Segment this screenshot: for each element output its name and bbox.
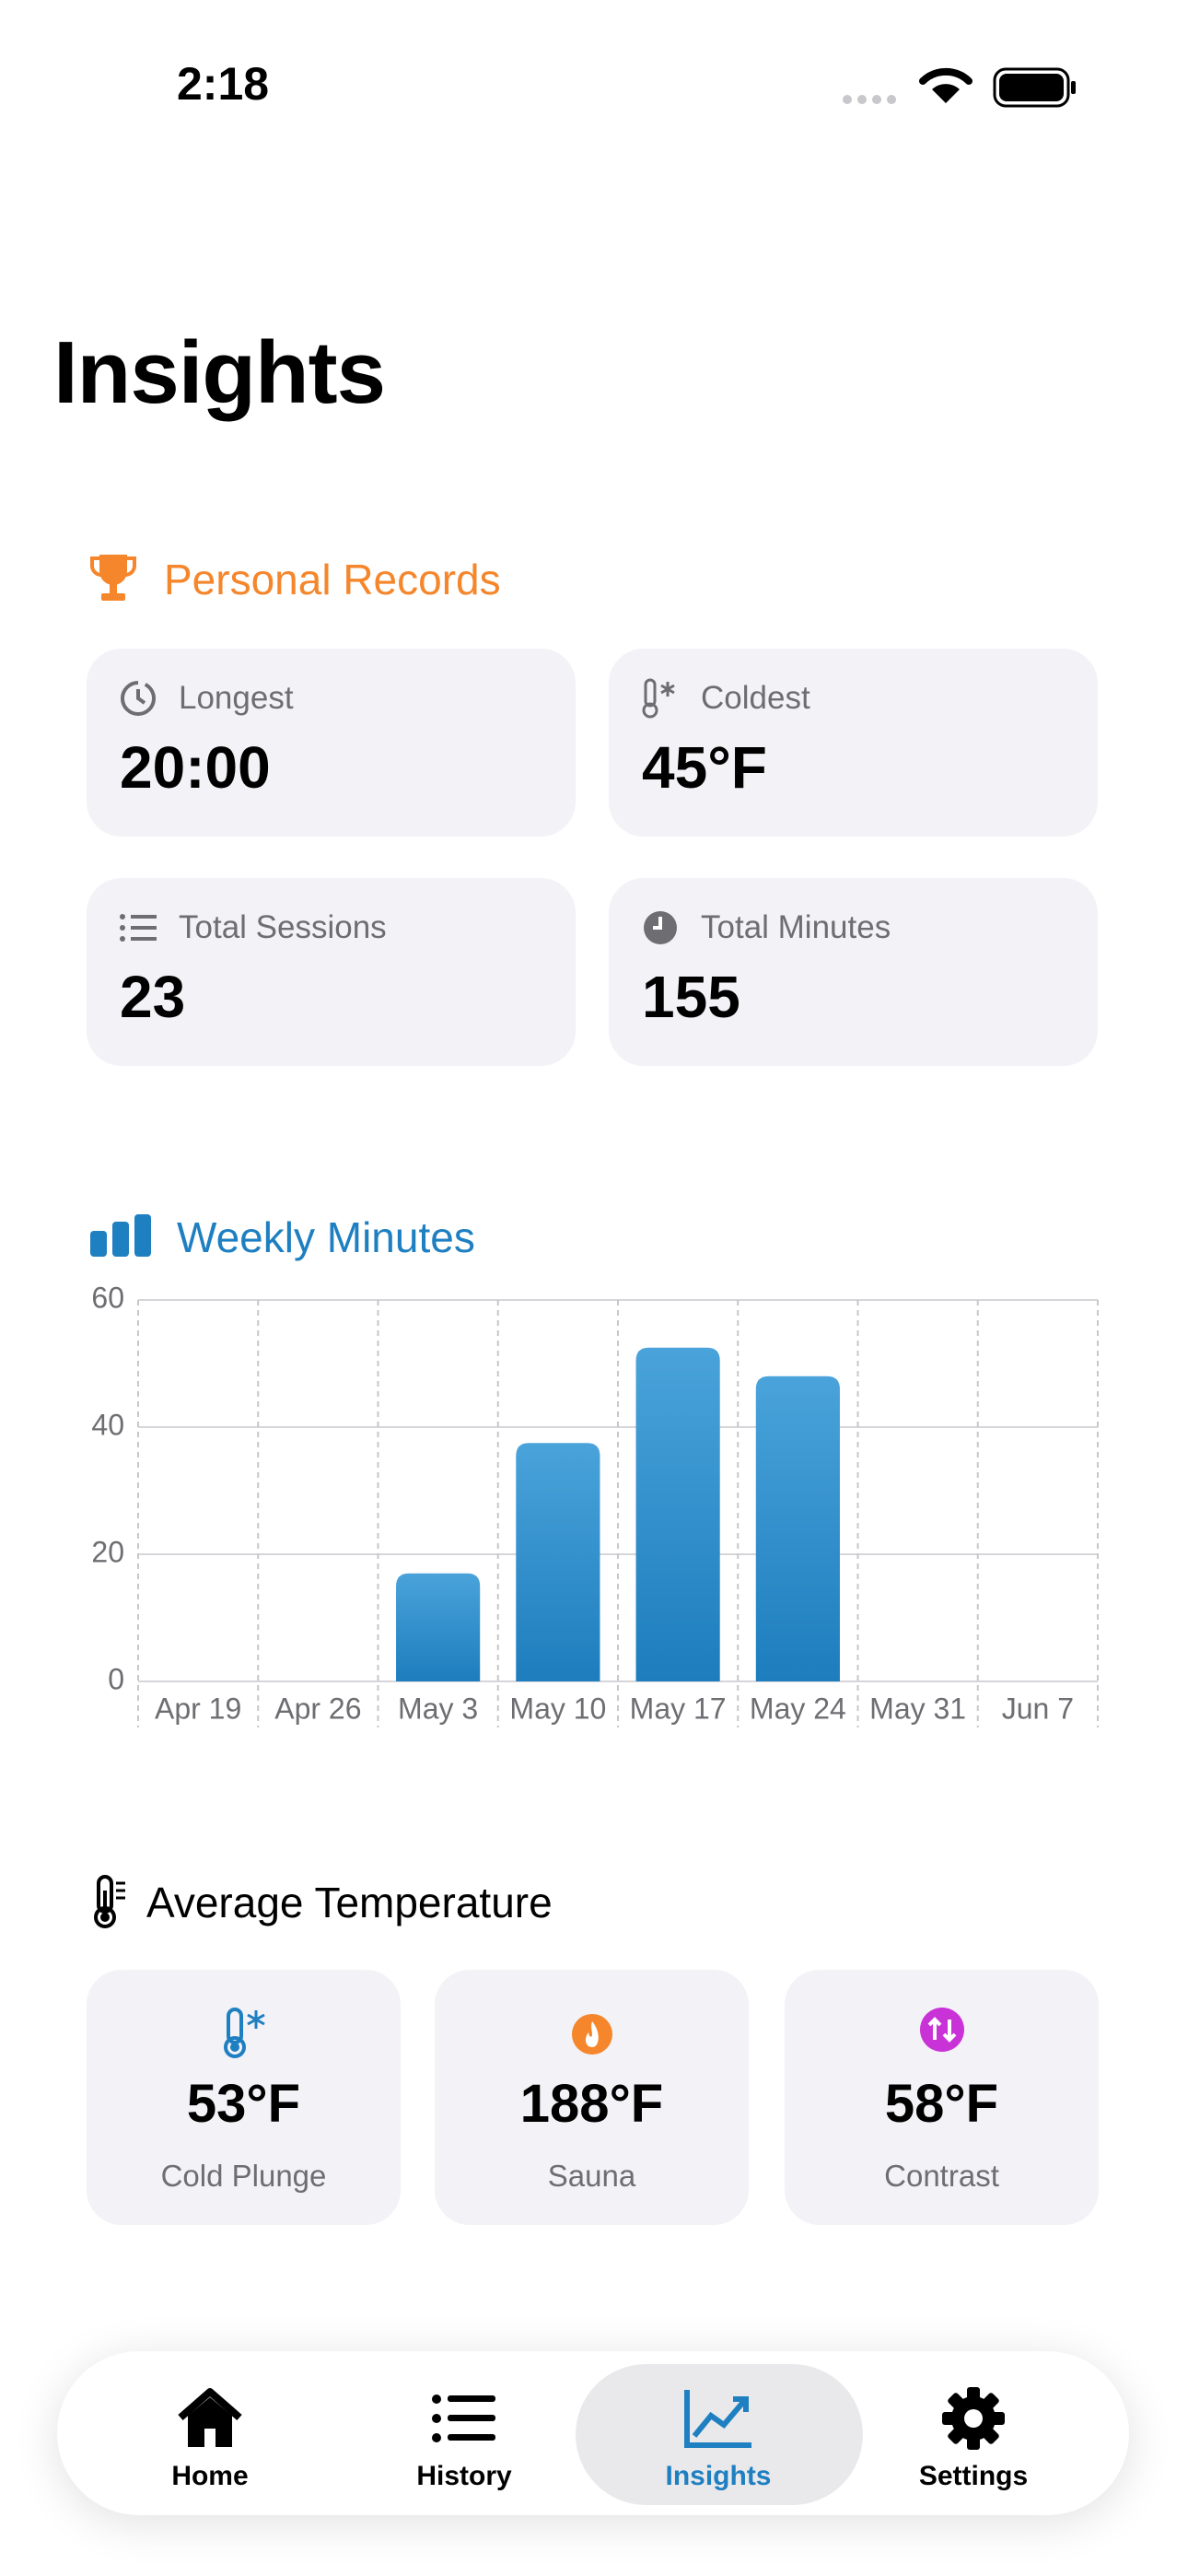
record-label: Total Sessions bbox=[179, 909, 387, 945]
tab-label: Insights bbox=[665, 2461, 772, 2491]
chart: 0 20 40 60 Apr 19 Apr 26 May 3 May 10 May 17 May … bbox=[91, 1281, 1099, 1727]
thermometer-icon bbox=[94, 1875, 125, 1928]
temperature-card: 53°F Cold Plunge bbox=[87, 1970, 401, 2225]
temperature-card: 188°F Sauna bbox=[435, 1970, 749, 2225]
temperature-icon bbox=[570, 2007, 614, 2063]
x-tick-label: May 10 bbox=[509, 1692, 606, 1725]
tab-selected-pill bbox=[576, 2364, 863, 2505]
tab-label: Settings bbox=[918, 2461, 1029, 2491]
status-icons bbox=[843, 67, 1076, 108]
record-card: Longest 20:00 bbox=[87, 649, 576, 837]
temperature-label: Contrast bbox=[884, 2159, 999, 2193]
tab[interactable]: Home bbox=[109, 2386, 311, 2492]
temperature-value: 58°F bbox=[884, 2074, 999, 2134]
page-title: Insights bbox=[53, 323, 386, 422]
tab-icon bbox=[872, 2386, 1075, 2455]
status-time: 2:18 bbox=[177, 58, 270, 110]
tab[interactable]: History bbox=[363, 2386, 565, 2492]
temperature-icon bbox=[919, 2007, 965, 2057]
tab[interactable]: Settings bbox=[872, 2386, 1075, 2492]
bar bbox=[635, 1347, 720, 1681]
temperature-label: Cold Plunge bbox=[160, 2159, 327, 2193]
temperature-value: 188°F bbox=[519, 2074, 664, 2134]
record-label: Longest bbox=[179, 680, 294, 716]
x-tick-label: May 3 bbox=[398, 1692, 478, 1725]
bar bbox=[755, 1376, 840, 1681]
bar bbox=[396, 1573, 481, 1681]
temperature-value: 53°F bbox=[186, 2074, 301, 2134]
x-tick-label: May 17 bbox=[630, 1692, 727, 1725]
record-value: 20:00 bbox=[120, 734, 271, 801]
x-tick-label: May 24 bbox=[750, 1692, 846, 1725]
record-label: Coldest bbox=[701, 680, 810, 716]
record-value: 23 bbox=[120, 964, 186, 1030]
trophy-icon bbox=[90, 555, 136, 601]
bar bbox=[516, 1443, 600, 1681]
record-label: Total Minutes bbox=[701, 909, 891, 945]
tab-icon bbox=[617, 2386, 820, 2455]
tab-label: Home bbox=[171, 2461, 249, 2491]
record-icon bbox=[118, 678, 158, 723]
temperature-card: 58°F Contrast bbox=[785, 1970, 1099, 2225]
x-tick-label: Apr 19 bbox=[155, 1692, 241, 1725]
chart-title: Weekly Minutes bbox=[177, 1213, 475, 1261]
record-card: Total Minutes 155 bbox=[609, 878, 1098, 1066]
x-tick-label: Apr 26 bbox=[274, 1692, 361, 1725]
record-icon bbox=[640, 907, 681, 953]
record-value: 155 bbox=[642, 964, 740, 1030]
section-title: Average Temperature bbox=[146, 1879, 553, 1926]
temperature-icon bbox=[221, 2007, 267, 2063]
tab-icon bbox=[109, 2386, 311, 2455]
record-icon bbox=[640, 678, 681, 723]
y-tick-label: 40 bbox=[91, 1408, 124, 1441]
tab[interactable]: Insights bbox=[617, 2386, 820, 2492]
section-title: Personal Records bbox=[164, 556, 501, 603]
tab-icon bbox=[363, 2386, 565, 2455]
record-card: Total Sessions 23 bbox=[87, 878, 576, 1066]
x-tick-label: May 31 bbox=[869, 1692, 966, 1725]
y-tick-label: 20 bbox=[91, 1535, 124, 1568]
chart-icon bbox=[90, 1214, 151, 1257]
temperature-label: Sauna bbox=[547, 2159, 636, 2193]
y-tick-label: 0 bbox=[108, 1662, 124, 1695]
record-value: 45°F bbox=[642, 734, 767, 801]
record-icon bbox=[118, 907, 158, 953]
record-card: Coldest 45°F bbox=[609, 649, 1098, 837]
y-tick-label: 60 bbox=[91, 1281, 124, 1314]
tab-label: History bbox=[416, 2461, 512, 2491]
x-tick-label: Jun 7 bbox=[1002, 1692, 1074, 1725]
